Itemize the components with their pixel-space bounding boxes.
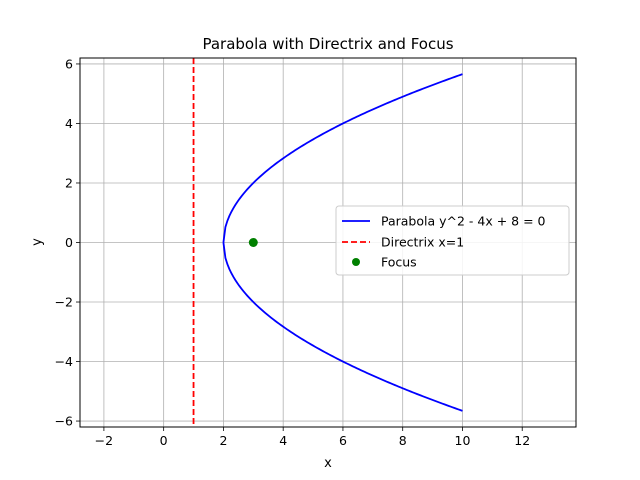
y-tick-label: 4 — [65, 116, 73, 131]
x-tick-label: 8 — [399, 433, 407, 448]
parabola-lower-branch — [222, 242, 463, 412]
x-tick-label: −2 — [95, 433, 113, 448]
legend: Parabola y^2 - 4x + 8 = 0 Directrix x=1 … — [335, 205, 570, 276]
x-tick-label: 10 — [455, 433, 471, 448]
ticks: −2 0 2 4 6 8 10 12 −6 −4 −2 0 2 4 6 — [55, 56, 531, 448]
chart-title: Parabola with Directrix and Focus — [202, 35, 453, 53]
x-tick-label: 12 — [514, 433, 530, 448]
parabola-upper-branch — [222, 73, 463, 243]
series-layer — [192, 58, 463, 427]
y-tick-label: 6 — [65, 56, 73, 71]
x-tick-label: 0 — [160, 433, 168, 448]
x-axis-label: x — [324, 456, 332, 471]
legend-swatch-focus — [352, 258, 360, 266]
legend-label-parabola: Parabola y^2 - 4x + 8 = 0 — [381, 214, 546, 229]
y-tick-label: −2 — [55, 295, 73, 310]
y-tick-label: 2 — [65, 175, 73, 190]
y-axis-label: y — [30, 238, 45, 246]
y-tick-label: 0 — [65, 235, 73, 250]
legend-box — [335, 205, 570, 276]
legend-label-directrix: Directrix x=1 — [381, 235, 464, 250]
y-tick-label: −4 — [55, 354, 73, 369]
legend-label-focus: Focus — [381, 255, 417, 270]
y-tick-label: −6 — [55, 414, 73, 429]
focus-point — [248, 238, 258, 247]
x-tick-label: 2 — [219, 433, 227, 448]
x-tick-label: 4 — [279, 433, 287, 448]
x-tick-label: 6 — [339, 433, 347, 448]
